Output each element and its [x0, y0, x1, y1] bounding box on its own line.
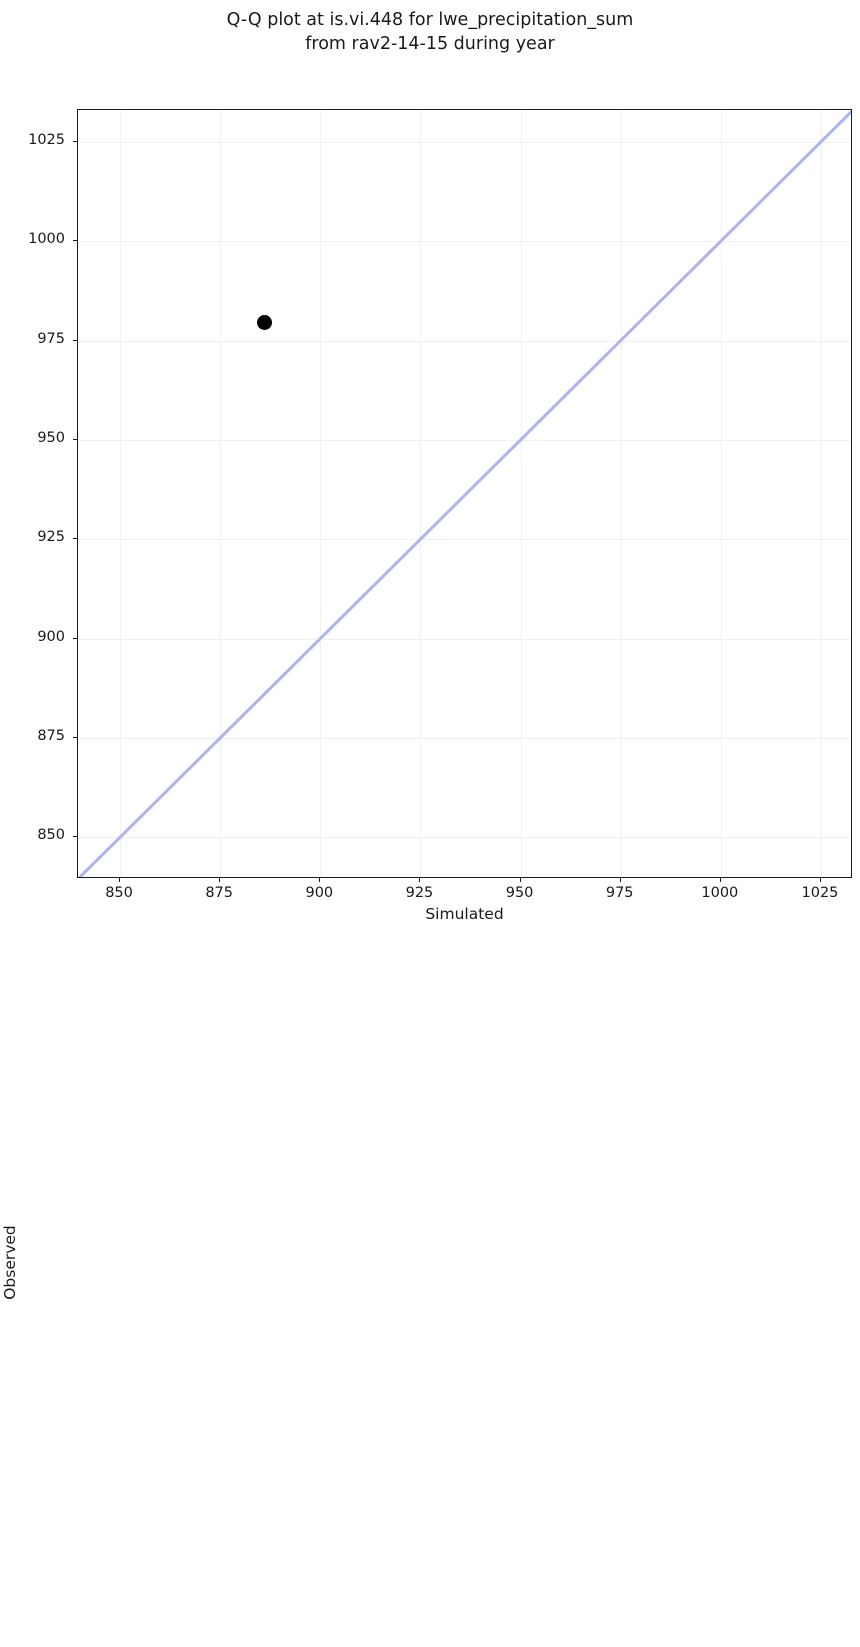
gridline-vertical [120, 110, 122, 877]
gridline-horizontal [78, 737, 851, 739]
x-tick-label: 975 [605, 885, 634, 901]
chart-title-line-2: from rav2-14-15 during year [305, 34, 555, 54]
y-tick-mark [73, 339, 77, 341]
y-tick-mark [73, 438, 77, 440]
y-tick-mark [73, 736, 77, 738]
y-tick-label: 925 [37, 529, 65, 546]
y-tick-mark [73, 538, 77, 540]
y-tick-label: 1000 [28, 231, 65, 248]
y-tick-mark [73, 240, 77, 242]
gridline-vertical [720, 110, 722, 877]
one-to-one-reference-line [78, 110, 851, 877]
y-tick-mark [73, 140, 77, 142]
gridline-vertical [320, 110, 322, 877]
gridline-horizontal [78, 837, 851, 839]
y-tick-label: 900 [37, 628, 65, 645]
chart-title-line-1: Q-Q plot at is.vi.448 for lwe_precipitat… [226, 10, 634, 30]
x-tick-mark [119, 878, 121, 882]
x-tick-mark [819, 878, 821, 882]
x-tick-mark [719, 878, 721, 882]
x-tick-mark [619, 878, 621, 882]
gridline-vertical [220, 110, 222, 877]
y-axis-label: Observed [1, 1225, 19, 1300]
gridline-vertical [420, 110, 422, 877]
x-tick-label: 850 [105, 885, 133, 901]
x-tick-label: 900 [305, 885, 334, 901]
y-tick-label: 1025 [28, 131, 65, 148]
gridline-vertical [520, 110, 522, 877]
qq-plot-figure: Q-Q plot at is.vi.448 for lwe_precipitat… [0, 8, 860, 1300]
gridline-horizontal [78, 439, 851, 441]
y-tick-mark [73, 836, 77, 838]
gridline-horizontal [78, 241, 851, 243]
gridline-vertical [820, 110, 822, 877]
x-tick-mark [519, 878, 521, 882]
gridline-horizontal [78, 638, 851, 640]
y-tick-label: 850 [37, 827, 65, 844]
data-point [256, 315, 272, 331]
x-tick-label: 925 [405, 885, 434, 901]
y-tick-label: 975 [37, 330, 65, 347]
x-tick-label: 1025 [801, 885, 839, 901]
y-tick-label: 875 [37, 727, 65, 744]
chart-title: Q-Q plot at is.vi.448 for lwe_precipitat… [0, 8, 860, 56]
y-tick-mark [73, 637, 77, 639]
plot-area [77, 109, 852, 878]
x-axis-label: Simulated [425, 905, 504, 923]
x-tick-label: 950 [505, 885, 534, 901]
y-tick-label: 950 [37, 429, 65, 446]
reference-line-path [78, 110, 851, 877]
x-tick-label: 875 [205, 885, 234, 901]
x-tick-mark [319, 878, 321, 882]
x-tick-mark [419, 878, 421, 882]
x-tick-label: 1000 [701, 885, 739, 901]
gridline-horizontal [78, 539, 851, 541]
gridline-horizontal [78, 141, 851, 143]
x-tick-mark [219, 878, 221, 882]
gridline-vertical [620, 110, 622, 877]
gridline-horizontal [78, 340, 851, 342]
